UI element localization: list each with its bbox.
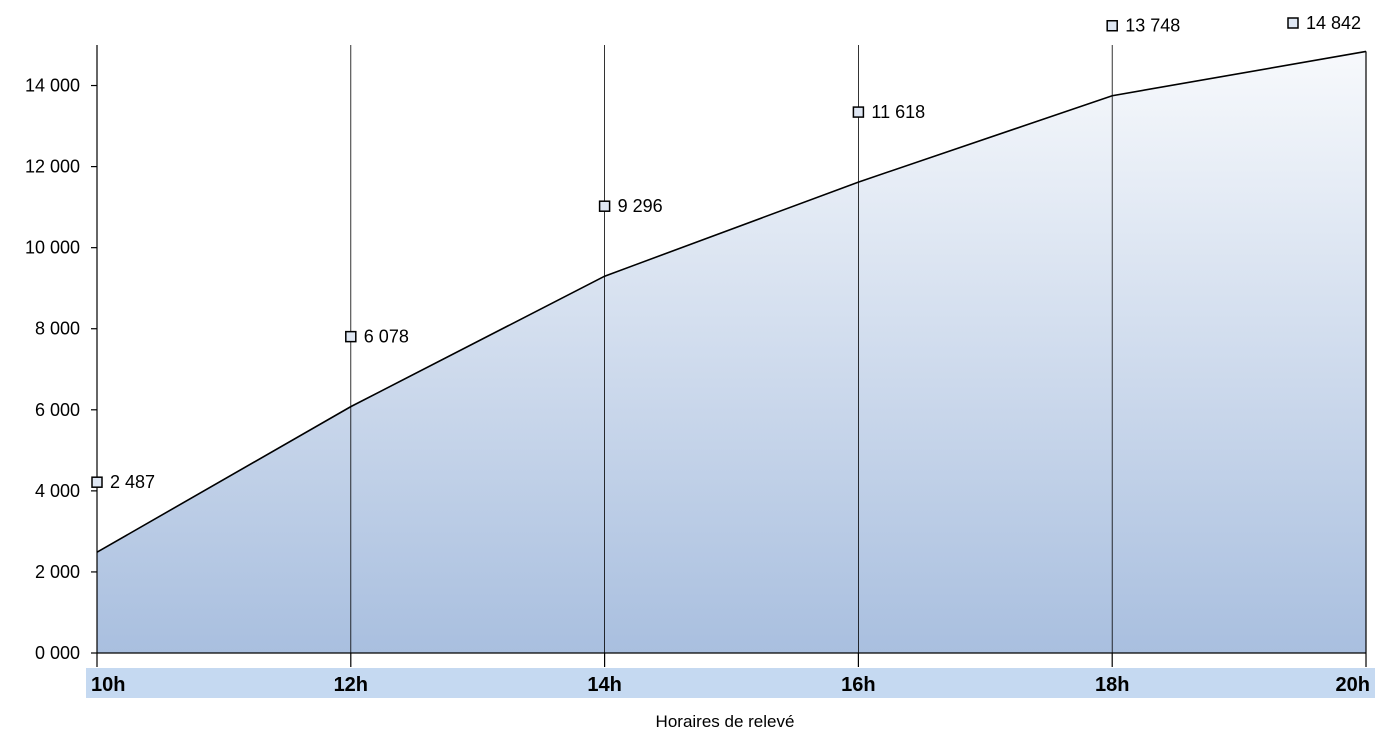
y-tick-label: 0 000	[35, 643, 80, 663]
data-marker	[1287, 17, 1299, 29]
x-tick-labels: 10h 12h 14h 16h 18h 20h	[91, 674, 1370, 696]
category-band	[86, 668, 1375, 698]
area-fill	[97, 51, 1366, 653]
y-tick-labels: 0 000 2 000 4 000 6 000 8 000 10 000 12 000 14 …	[25, 76, 80, 663]
data-marker	[598, 200, 611, 212]
data-marker	[1106, 19, 1118, 32]
area-layer	[96, 50, 1367, 653]
y-tick-label: 12 000	[25, 157, 80, 177]
y-tick-label: 6 000	[35, 400, 80, 420]
data-label: 11 618	[871, 102, 925, 122]
drop-lines	[350, 45, 1113, 653]
x-tick-label: 18h	[1095, 674, 1129, 696]
data-labels: 2 487 6 078 9 296 11 618 13 748 14 842	[110, 13, 1361, 492]
area-line	[96, 50, 1367, 553]
x-axis-title: Horaires de relevé	[656, 712, 795, 731]
x-tick-label: 12h	[334, 674, 368, 696]
data-label: 2 487	[110, 472, 155, 492]
y-tick-label: 14 000	[25, 76, 80, 96]
x-tick-label: 20h	[1336, 674, 1370, 696]
y-tick-label: 4 000	[35, 481, 80, 501]
data-label: 9 296	[618, 196, 663, 216]
data-label: 13 748	[1125, 16, 1180, 36]
data-marker	[91, 476, 103, 488]
data-marker	[345, 330, 357, 343]
axes	[91, 45, 1367, 667]
data-label: 14 842	[1306, 13, 1361, 33]
data-markers	[91, 17, 1299, 488]
category-band-rect	[86, 668, 1375, 698]
x-tick-label: 14h	[587, 674, 621, 696]
x-tick-label: 16h	[841, 674, 875, 696]
x-tick-label: 10h	[91, 674, 125, 696]
y-tick-label: 8 000	[35, 319, 80, 339]
y-tick-label: 10 000	[25, 238, 80, 258]
y-tick-label: 2 000	[35, 562, 80, 582]
data-marker	[852, 106, 865, 118]
data-label: 6 078	[364, 327, 409, 347]
